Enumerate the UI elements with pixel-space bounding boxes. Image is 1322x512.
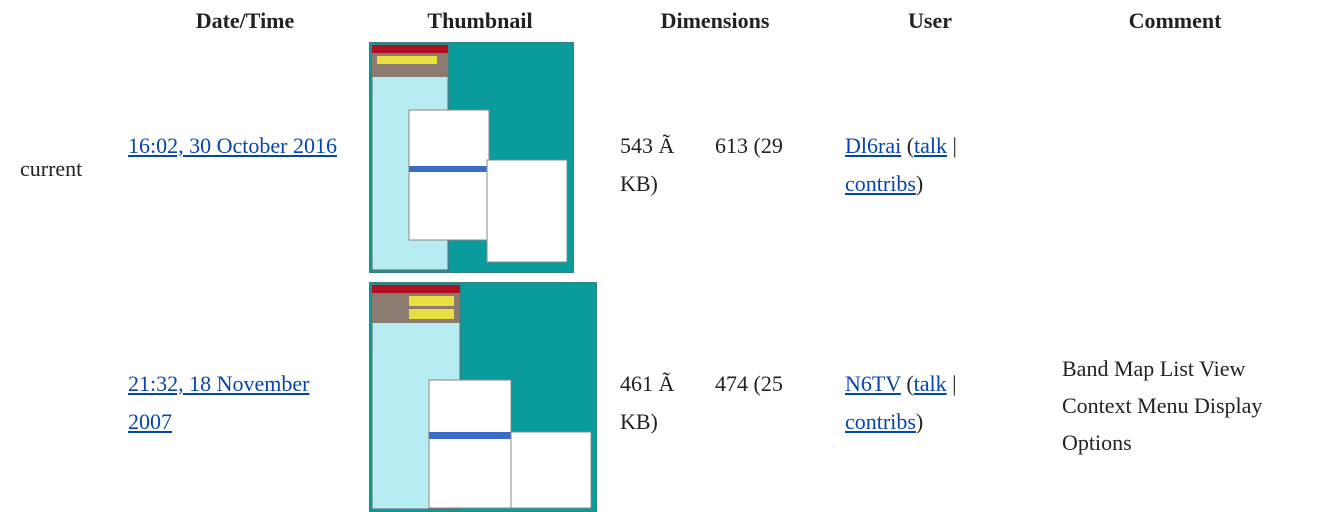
dimension-text: KB) [620,409,658,434]
column-header: User [908,8,952,33]
user-cell: Dl6rai (talk | contribs) [845,127,1015,203]
date-cell: 16:02, 30 October 2016 [128,127,358,165]
thumbnail[interactable] [369,282,597,512]
column-header: Dimensions [660,8,770,33]
dimensions: 613 (29 [715,133,783,158]
dimensions: 461 Ã KB) [620,365,710,441]
user-link[interactable]: N6TV [845,371,901,396]
punct: ) [915,171,924,196]
contribs-link[interactable]: contribs [845,409,916,434]
date-link[interactable]: 21:32, 18 November 2007 [128,371,310,434]
contribs-link[interactable]: contribs [845,171,916,196]
date-cell: 21:32, 18 November 2007 [128,365,358,441]
dimensions: 543 Ã KB) [620,127,710,203]
column-header: Date/Time [195,8,295,33]
dimensions: 474 (25 [715,371,783,396]
user-link[interactable]: Dl6rai [845,133,902,158]
column-header: Thumbnail [427,8,533,33]
comment: Band Map List View Context Menu Display … [1062,356,1263,455]
talk-link[interactable]: talk [913,371,947,396]
date-link[interactable]: 16:02, 30 October 2016 [128,133,337,158]
punct: ( [906,133,915,158]
punct: | [952,371,957,396]
status: current [20,156,83,181]
punct: | [952,133,957,158]
thumbnail[interactable] [369,42,574,273]
column-header: Comment [1128,8,1222,33]
punct: ( [906,371,914,396]
dimension-text: 461 Ã [620,371,675,396]
user-cell: N6TV (talk | contribs) [845,365,1015,441]
dimension-text: KB) [620,171,658,196]
talk-link[interactable]: talk [914,133,948,158]
punct: ) [915,409,924,434]
dimension-text: 543 Ã [620,133,675,158]
